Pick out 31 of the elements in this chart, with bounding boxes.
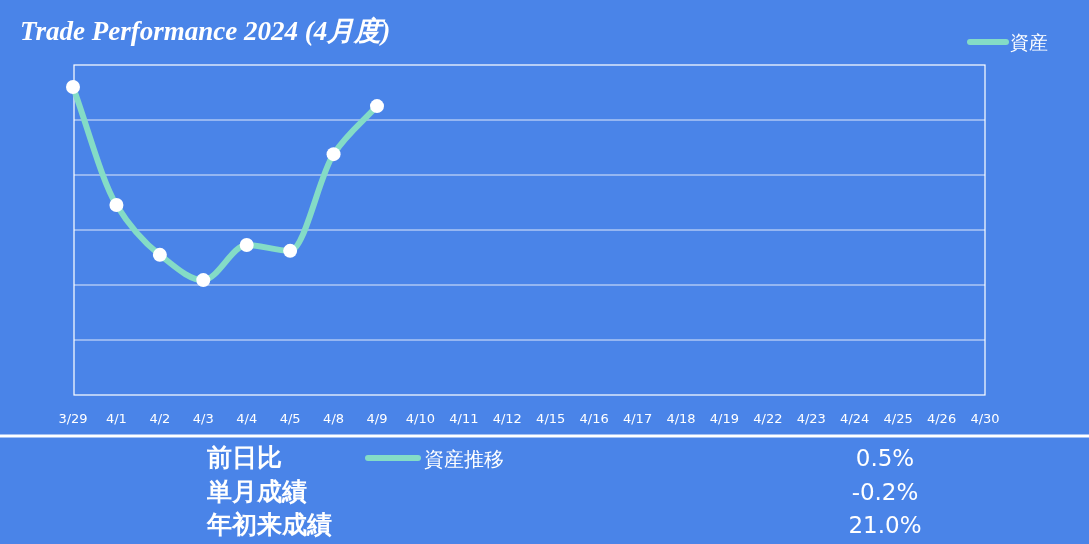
x-tick-label: 4/19: [709, 411, 740, 426]
chart-title: Trade Performance 2024 (4月度): [20, 16, 391, 46]
text: 21.0%: [848, 512, 922, 538]
x-tick-label: 4/5: [279, 411, 301, 426]
text: 単月成績: [206, 476, 307, 506]
x-tick-label: 3/29: [58, 411, 88, 426]
x-tick-label: 4/2: [149, 411, 171, 426]
x-tick-label: 4/8: [323, 411, 345, 426]
x-tick-label: 4/23: [796, 411, 826, 426]
text: 年初来成績: [206, 510, 332, 539]
text: 前日比: [206, 443, 282, 472]
x-tick-label: 4/16: [579, 411, 609, 426]
x-tick-label: 4/30: [970, 411, 1000, 426]
legend-label: 資産: [1010, 31, 1048, 53]
x-tick-label: 4/25: [883, 411, 913, 426]
x-tick-label: 4/22: [753, 411, 783, 426]
x-tick-label: 4/18: [666, 411, 696, 426]
x-tick-label: 4/26: [926, 411, 957, 426]
x-tick-label: 4/24: [840, 411, 870, 426]
x-tick-label: 4/11: [449, 411, 479, 426]
x-tick-label: 4/9: [366, 411, 388, 426]
x-tick-label: 4/10: [405, 411, 436, 426]
x-tick-label: 4/15: [536, 411, 566, 426]
text: 資産推移: [424, 447, 504, 471]
x-tick-label: 4/12: [492, 411, 522, 426]
x-tick-label: 4/3: [192, 411, 214, 426]
x-tick-label: 4/1: [105, 411, 127, 426]
x-tick-label: 4/17: [622, 411, 653, 426]
x-tick-label: 4/4: [236, 411, 258, 426]
text: -0.2%: [851, 478, 919, 505]
text: 0.5%: [855, 445, 915, 471]
